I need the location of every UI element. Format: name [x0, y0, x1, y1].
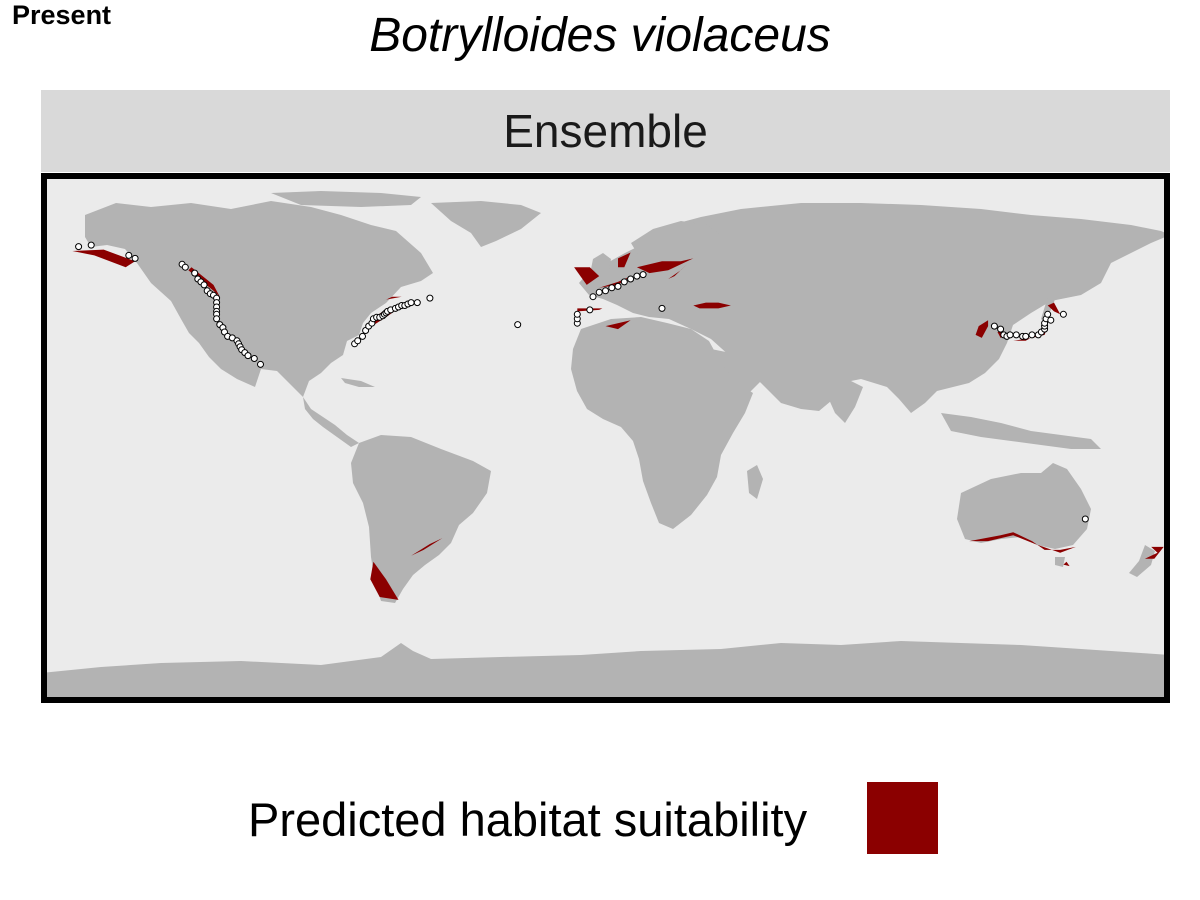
legend-label: Predicted habitat suitability	[248, 793, 808, 846]
occurrence-point	[997, 325, 1005, 333]
suitable-region	[574, 267, 600, 285]
land-central-america	[303, 397, 359, 447]
suitable-region	[618, 252, 631, 268]
legend-key-swatch	[867, 782, 938, 854]
suitable-region	[379, 296, 402, 303]
occurrence-point	[620, 278, 628, 286]
suitable-region	[969, 532, 1076, 553]
panel-tag: Present	[12, 0, 112, 30]
occurrence-point	[1012, 331, 1020, 339]
occurrence-point	[595, 288, 603, 296]
occurrence-point	[614, 282, 622, 290]
occurrence-point	[1022, 332, 1030, 340]
land-australia	[957, 463, 1091, 549]
occurrence-point	[639, 271, 647, 279]
legend: Predicted habitat suitability	[0, 782, 1200, 854]
occurrence-point	[1006, 331, 1014, 339]
suitable-region	[370, 561, 399, 600]
occurrence-point	[359, 332, 366, 340]
occurrence-point	[627, 275, 635, 283]
suitable-region	[1063, 561, 1070, 567]
occurrence-point	[990, 322, 998, 330]
land-masses	[41, 191, 1170, 703]
occurrence-point	[1028, 331, 1036, 339]
occurrence-point	[257, 360, 264, 368]
land-greenland	[431, 201, 541, 247]
occurrence-point	[1047, 316, 1055, 324]
suitable-region	[1144, 546, 1164, 559]
occurrence-point	[250, 355, 258, 362]
occurrence-point	[589, 293, 597, 301]
occurrence-point	[514, 321, 522, 329]
facet-label: Ensemble	[503, 105, 708, 157]
occurrence-point	[602, 287, 609, 295]
land-arctic-islands	[271, 191, 421, 207]
land-new-zealand	[1129, 545, 1155, 577]
occurrence-point	[633, 272, 641, 280]
suitable-region	[72, 249, 136, 268]
suitable-region	[605, 320, 631, 330]
land-antarctica	[41, 641, 1170, 703]
land-africa	[571, 317, 753, 529]
occurrence-point	[213, 315, 221, 323]
land-eurasia	[579, 203, 1170, 413]
occurrence-point	[407, 299, 415, 307]
occurrence-point	[413, 299, 421, 307]
occurrence-point	[426, 294, 434, 302]
occurrence-point	[608, 284, 616, 292]
map-frame	[40, 172, 1171, 704]
land-scandinavia	[631, 221, 721, 265]
occurrence-point	[191, 269, 199, 277]
map-panel	[40, 172, 1171, 704]
land-southeast-asia-islands	[941, 413, 1101, 449]
occurrence-point	[658, 304, 666, 312]
occurrence-point	[586, 306, 594, 314]
occurrence-point	[244, 352, 252, 360]
land-japan	[1041, 269, 1061, 323]
occurrence-point	[75, 243, 83, 251]
occurrence-point	[1044, 310, 1052, 318]
land-british-isles	[591, 253, 611, 275]
facet-strip: Ensemble	[41, 90, 1170, 172]
land-north-america	[85, 201, 433, 397]
occurrence-point	[200, 281, 208, 289]
occurrence-point	[131, 254, 139, 262]
occurrence-points	[75, 241, 1089, 523]
occurrence-point	[125, 251, 133, 259]
land-india	[821, 379, 863, 423]
occurrence-point	[573, 310, 581, 318]
suitable-region	[636, 258, 694, 274]
land-madagascar	[747, 465, 763, 499]
world-map	[40, 172, 1171, 704]
occurrence-point	[354, 337, 362, 345]
occurrence-point	[87, 241, 95, 249]
suitable-region	[1047, 302, 1061, 315]
land-caribbean	[341, 378, 375, 387]
suitable-region	[975, 320, 989, 338]
suitable-region	[411, 538, 443, 556]
occurrence-point	[1059, 310, 1067, 318]
land-tasmania	[1055, 557, 1065, 567]
occurrence-point	[1081, 515, 1089, 523]
land-south-america	[351, 435, 491, 603]
suitable-region	[693, 302, 731, 309]
occurrence-point	[181, 263, 189, 271]
map-title: Botrylloides violaceus	[369, 9, 831, 62]
